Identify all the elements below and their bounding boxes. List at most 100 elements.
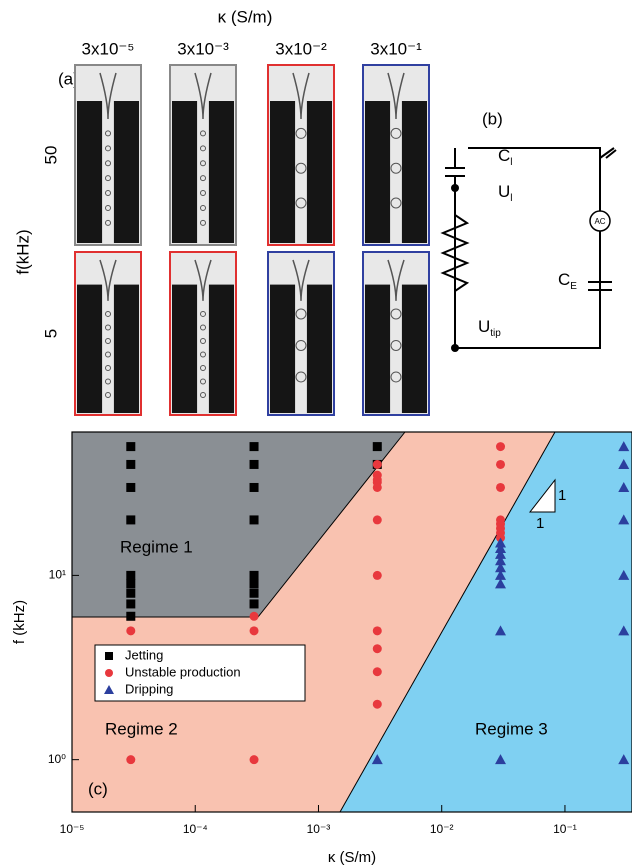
point (372, 570, 382, 580)
droplet (390, 339, 402, 351)
ac-source (589, 210, 611, 232)
droplet (105, 130, 111, 137)
x-tick-label: 10⁻⁵ (60, 822, 85, 836)
regime-2-region (72, 432, 555, 812)
annotation: Regime 2 (105, 719, 178, 738)
point (495, 555, 507, 566)
y-tick-label: 10¹ (49, 568, 66, 582)
x-axis-label: κ (S/m) (328, 849, 376, 866)
legend-label: Dripping (125, 681, 173, 696)
node (451, 344, 459, 352)
point (126, 611, 136, 621)
wall (306, 284, 332, 413)
y-tick-label: 10⁰ (48, 752, 66, 766)
jet (194, 72, 212, 120)
droplet (200, 204, 206, 211)
label-main: C (498, 146, 510, 165)
legend-box (94, 644, 306, 702)
droplet (105, 190, 111, 197)
jet (387, 72, 405, 120)
legend-marker (105, 669, 113, 677)
wall (401, 284, 427, 413)
panel-c: 10⁻⁵ 10⁻⁴ 10⁻³ 10⁻² 10⁻¹ 10⁰ 10¹ κ (S/m) f (kHz)… (11, 431, 632, 866)
frame (362, 64, 430, 246)
point (618, 569, 630, 580)
jet (99, 72, 117, 120)
droplet (390, 371, 402, 383)
jet (292, 259, 310, 301)
label-sub: l (510, 157, 512, 168)
droplet (105, 204, 111, 211)
droplet (295, 162, 307, 174)
circuit (440, 147, 617, 349)
droplet (105, 391, 111, 398)
droplet (390, 197, 402, 209)
point (495, 548, 507, 559)
point (126, 579, 136, 589)
label-sub: tip (490, 328, 501, 339)
wall (113, 284, 139, 413)
point (372, 644, 382, 654)
x-tick-label: 10⁻⁴ (183, 822, 208, 836)
wall (172, 284, 198, 413)
panel-label: (b) (482, 109, 503, 128)
point (249, 626, 259, 636)
droplet (390, 127, 402, 139)
wall (365, 101, 391, 243)
point (249, 579, 259, 589)
boundary (339, 431, 556, 813)
frame (169, 64, 237, 246)
row-label: 50 (41, 146, 60, 165)
point (495, 578, 507, 589)
point (249, 755, 259, 765)
frame (74, 251, 142, 416)
point (126, 482, 136, 492)
point (372, 442, 382, 452)
droplet (105, 219, 111, 226)
wall (401, 101, 427, 243)
point (618, 458, 630, 469)
droplet (200, 160, 206, 167)
droplet (295, 339, 307, 351)
point (372, 667, 382, 677)
frame (267, 64, 335, 246)
jet (292, 72, 310, 120)
panel-label: (a) (58, 69, 79, 88)
point (618, 754, 630, 765)
source-label: AC (594, 217, 605, 226)
point (495, 754, 507, 765)
wall (113, 101, 139, 243)
point (249, 459, 259, 469)
droplet (200, 130, 206, 137)
wall (270, 284, 296, 413)
plot-frame (71, 431, 632, 813)
legend-label: Unstable production (125, 664, 241, 679)
droplet (200, 324, 206, 331)
node (451, 184, 459, 192)
point (495, 625, 507, 636)
point (495, 542, 507, 553)
droplet (200, 219, 206, 226)
point (249, 588, 259, 598)
point (618, 481, 630, 492)
circuit-label: Utip (478, 317, 501, 338)
wall (208, 284, 234, 413)
droplet (105, 175, 111, 182)
droplet (295, 197, 307, 209)
x-tick-label: 10⁻¹ (553, 822, 577, 836)
point (496, 482, 506, 492)
droplet (390, 308, 402, 320)
droplet (105, 337, 111, 344)
point (495, 562, 507, 573)
point (126, 588, 136, 598)
point (618, 514, 630, 525)
point (249, 599, 259, 609)
point (496, 459, 506, 469)
row-label: 5 (41, 329, 60, 338)
point (249, 611, 259, 621)
droplet (295, 371, 307, 383)
droplet (105, 145, 111, 152)
circuit-label: CE (558, 270, 577, 291)
